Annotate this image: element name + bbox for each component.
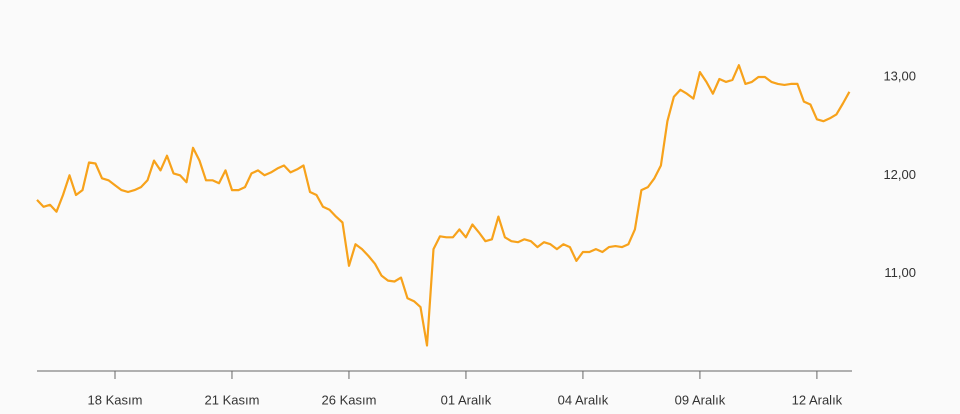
x-tick-label: 21 Kasım [205, 392, 260, 407]
y-tick-label: 12,00 [883, 167, 916, 182]
price-line [36, 64, 851, 347]
y-tick-label: 13,00 [883, 68, 916, 83]
y-tick-label: 11,00 [884, 265, 916, 280]
x-tick-label: 09 Aralık [675, 392, 726, 407]
x-tick-label: 12 Aralık [792, 392, 843, 407]
x-tick-label: 04 Aralık [558, 392, 609, 407]
x-tick-label: 26 Kasım [322, 392, 377, 407]
x-tick-label: 18 Kasım [88, 392, 143, 407]
x-tick-label: 01 Aralık [441, 392, 492, 407]
